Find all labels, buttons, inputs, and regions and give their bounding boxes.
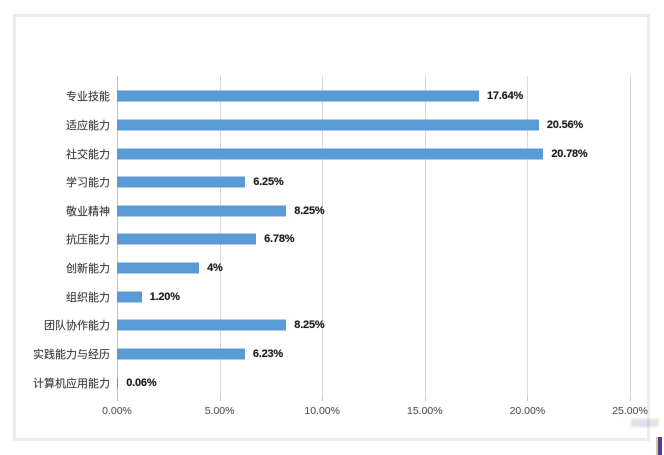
bar-value-label: 20.78%	[551, 147, 588, 160]
bar-value-label: 20.56%	[546, 118, 583, 131]
x-axis-tick-label: 10.00%	[304, 405, 340, 417]
category-label: 抗压能力	[66, 234, 110, 247]
x-axis-tick-label: 20.00%	[509, 405, 546, 417]
bar	[117, 262, 200, 274]
bar-value-label: 8.25%	[294, 204, 325, 217]
gridline	[630, 76, 631, 397]
text-cursor-caret	[656, 437, 662, 455]
bar	[117, 233, 257, 245]
bar-row: 6.23%	[117, 340, 630, 369]
bars-layer: 17.64% 20.56% 20.78% 6.25% 8.25% 6.78% 4% 1.20%…	[117, 82, 630, 397]
bar-value-label: 6.25%	[253, 176, 284, 189]
bar-value-label: 1.20%	[149, 290, 180, 303]
bar	[117, 319, 287, 331]
category-label: 计算机应用能力	[33, 377, 110, 390]
category-label: 敬业精神	[66, 205, 110, 218]
bar	[117, 119, 539, 131]
category-axis: 专业技能适应能力社交能力学习能力敬业精神抗压能力创新能力组织能力团队协作能力实践…	[20, 82, 110, 397]
bar	[117, 377, 119, 389]
category-label: 适应能力	[66, 119, 110, 132]
bar-row: 0.06%	[117, 368, 630, 397]
bar-value-label: 6.23%	[252, 347, 284, 360]
bar	[117, 348, 245, 360]
bar-value-label: 17.64%	[486, 90, 524, 103]
gridline	[424, 76, 426, 397]
bar	[117, 205, 287, 217]
bar-value-label: 0.06%	[126, 376, 157, 389]
category-label: 社交能力	[66, 148, 110, 161]
x-axis-tick	[219, 397, 221, 401]
x-axis-tick	[117, 397, 118, 401]
bar-value-label: 6.78%	[264, 233, 295, 246]
x-axis-tick	[424, 397, 426, 401]
bar-row: 20.78%	[117, 139, 630, 168]
gridline	[527, 76, 529, 397]
category-label: 创新能力	[66, 263, 110, 276]
x-axis-tick	[630, 397, 631, 401]
x-axis-tick-label: 0.00%	[102, 405, 132, 417]
bar-row: 8.25%	[117, 311, 630, 340]
bar-row: 6.78%	[117, 225, 630, 254]
x-axis-tick	[322, 397, 324, 401]
bar	[117, 90, 479, 102]
bar-row: 17.64%	[117, 82, 630, 111]
x-axis-tick-label: 5.00%	[204, 405, 235, 417]
gridline	[322, 76, 324, 397]
category-label: 组织能力	[66, 291, 110, 304]
bar-row: 20.56%	[117, 111, 630, 140]
x-axis-tick-label: 25.00%	[612, 405, 648, 417]
category-label: 团队协作能力	[44, 320, 110, 333]
bar-row: 6.25%	[117, 168, 630, 197]
bar	[117, 148, 544, 160]
bar-value-label: 8.25%	[294, 319, 325, 332]
chart-frame: 专业技能适应能力社交能力学习能力敬业精神抗压能力创新能力组织能力团队协作能力实践…	[13, 14, 650, 441]
category-label: 实践能力与经历	[33, 348, 110, 361]
bar-row: 1.20%	[117, 282, 630, 311]
category-label: 专业技能	[66, 91, 110, 104]
bar	[117, 291, 142, 303]
bar-row: 4%	[117, 254, 630, 283]
category-label: 学习能力	[66, 177, 110, 190]
bar-value-label: 4%	[207, 262, 223, 275]
x-axis-tick-label: 15.00%	[406, 405, 443, 417]
bar-row: 8.25%	[117, 197, 630, 226]
x-axis-tick	[527, 397, 529, 401]
plot-area: 17.64% 20.56% 20.78% 6.25% 8.25% 6.78% 4% 1.20%…	[117, 76, 631, 397]
edge-artifact	[631, 419, 659, 427]
bar	[117, 176, 246, 188]
